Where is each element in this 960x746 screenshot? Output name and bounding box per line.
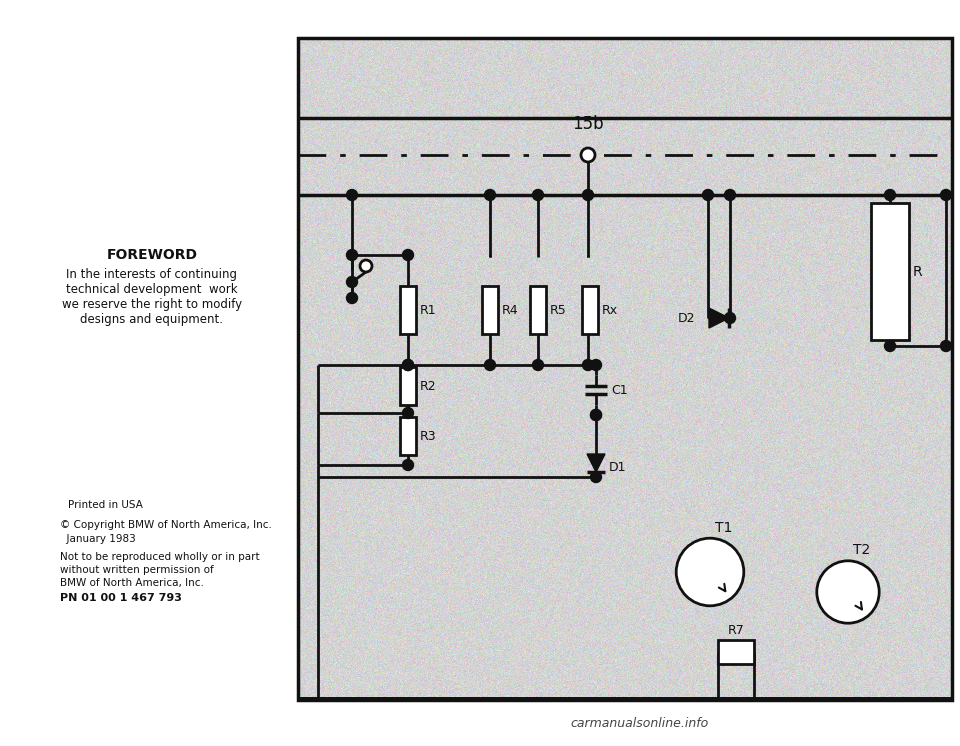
- Circle shape: [703, 189, 713, 201]
- Circle shape: [941, 189, 951, 201]
- Text: Rx: Rx: [602, 304, 618, 316]
- Circle shape: [590, 471, 602, 483]
- Text: Not to be reproduced wholly or in part: Not to be reproduced wholly or in part: [60, 552, 259, 562]
- Circle shape: [590, 360, 602, 371]
- Circle shape: [402, 360, 414, 371]
- Bar: [482, 286, 498, 334]
- Circle shape: [347, 189, 357, 201]
- Text: designs and equipment.: designs and equipment.: [81, 313, 224, 326]
- Polygon shape: [587, 454, 605, 472]
- Circle shape: [533, 360, 543, 371]
- Text: technical development  work: technical development work: [66, 283, 238, 296]
- Polygon shape: [709, 308, 729, 328]
- Circle shape: [884, 189, 896, 201]
- Text: PN 01 00 1 467 793: PN 01 00 1 467 793: [60, 593, 181, 603]
- Text: C1: C1: [611, 383, 628, 397]
- Circle shape: [884, 340, 896, 351]
- Text: T2: T2: [852, 543, 870, 557]
- Circle shape: [725, 189, 735, 201]
- Text: we reserve the right to modify: we reserve the right to modify: [62, 298, 242, 311]
- Circle shape: [676, 538, 744, 606]
- Text: T1: T1: [715, 521, 732, 535]
- Text: R1: R1: [420, 304, 437, 316]
- Circle shape: [817, 561, 879, 623]
- Text: In the interests of continuing: In the interests of continuing: [66, 268, 237, 281]
- Circle shape: [583, 189, 593, 201]
- Text: carmanualsonline.info: carmanualsonline.info: [571, 717, 709, 730]
- Text: 15b: 15b: [572, 115, 604, 133]
- Bar: [400, 367, 416, 405]
- Circle shape: [590, 410, 602, 421]
- Circle shape: [347, 277, 357, 287]
- Circle shape: [485, 360, 495, 371]
- Circle shape: [725, 313, 735, 324]
- Text: R7: R7: [728, 624, 744, 637]
- Bar: [298, 38, 952, 700]
- Text: R: R: [913, 265, 923, 278]
- Bar: [400, 417, 416, 455]
- Text: BMW of North America, Inc.: BMW of North America, Inc.: [60, 578, 204, 588]
- Circle shape: [402, 249, 414, 260]
- Text: Printed in USA: Printed in USA: [68, 500, 143, 510]
- Bar: [582, 286, 598, 334]
- Bar: [400, 286, 416, 334]
- Circle shape: [533, 189, 543, 201]
- Circle shape: [402, 360, 414, 371]
- Text: R3: R3: [420, 430, 437, 442]
- Text: D1: D1: [609, 461, 627, 474]
- Text: D2: D2: [678, 312, 695, 325]
- Text: R2: R2: [420, 380, 437, 392]
- Text: FOREWORD: FOREWORD: [107, 248, 198, 262]
- Bar: [530, 286, 546, 334]
- Text: January 1983: January 1983: [60, 534, 135, 544]
- Text: R4: R4: [502, 304, 518, 316]
- Circle shape: [583, 360, 593, 371]
- Circle shape: [941, 340, 951, 351]
- Circle shape: [402, 460, 414, 471]
- Circle shape: [360, 260, 372, 272]
- Circle shape: [402, 407, 414, 419]
- Circle shape: [485, 189, 495, 201]
- Text: without written permission of: without written permission of: [60, 565, 214, 575]
- Circle shape: [590, 410, 602, 421]
- Text: © Copyright BMW of North America, Inc.: © Copyright BMW of North America, Inc.: [60, 520, 272, 530]
- Circle shape: [581, 148, 595, 162]
- Bar: [871, 203, 909, 340]
- Circle shape: [347, 249, 357, 260]
- Circle shape: [347, 292, 357, 304]
- Text: R5: R5: [550, 304, 566, 316]
- Bar: [718, 640, 754, 664]
